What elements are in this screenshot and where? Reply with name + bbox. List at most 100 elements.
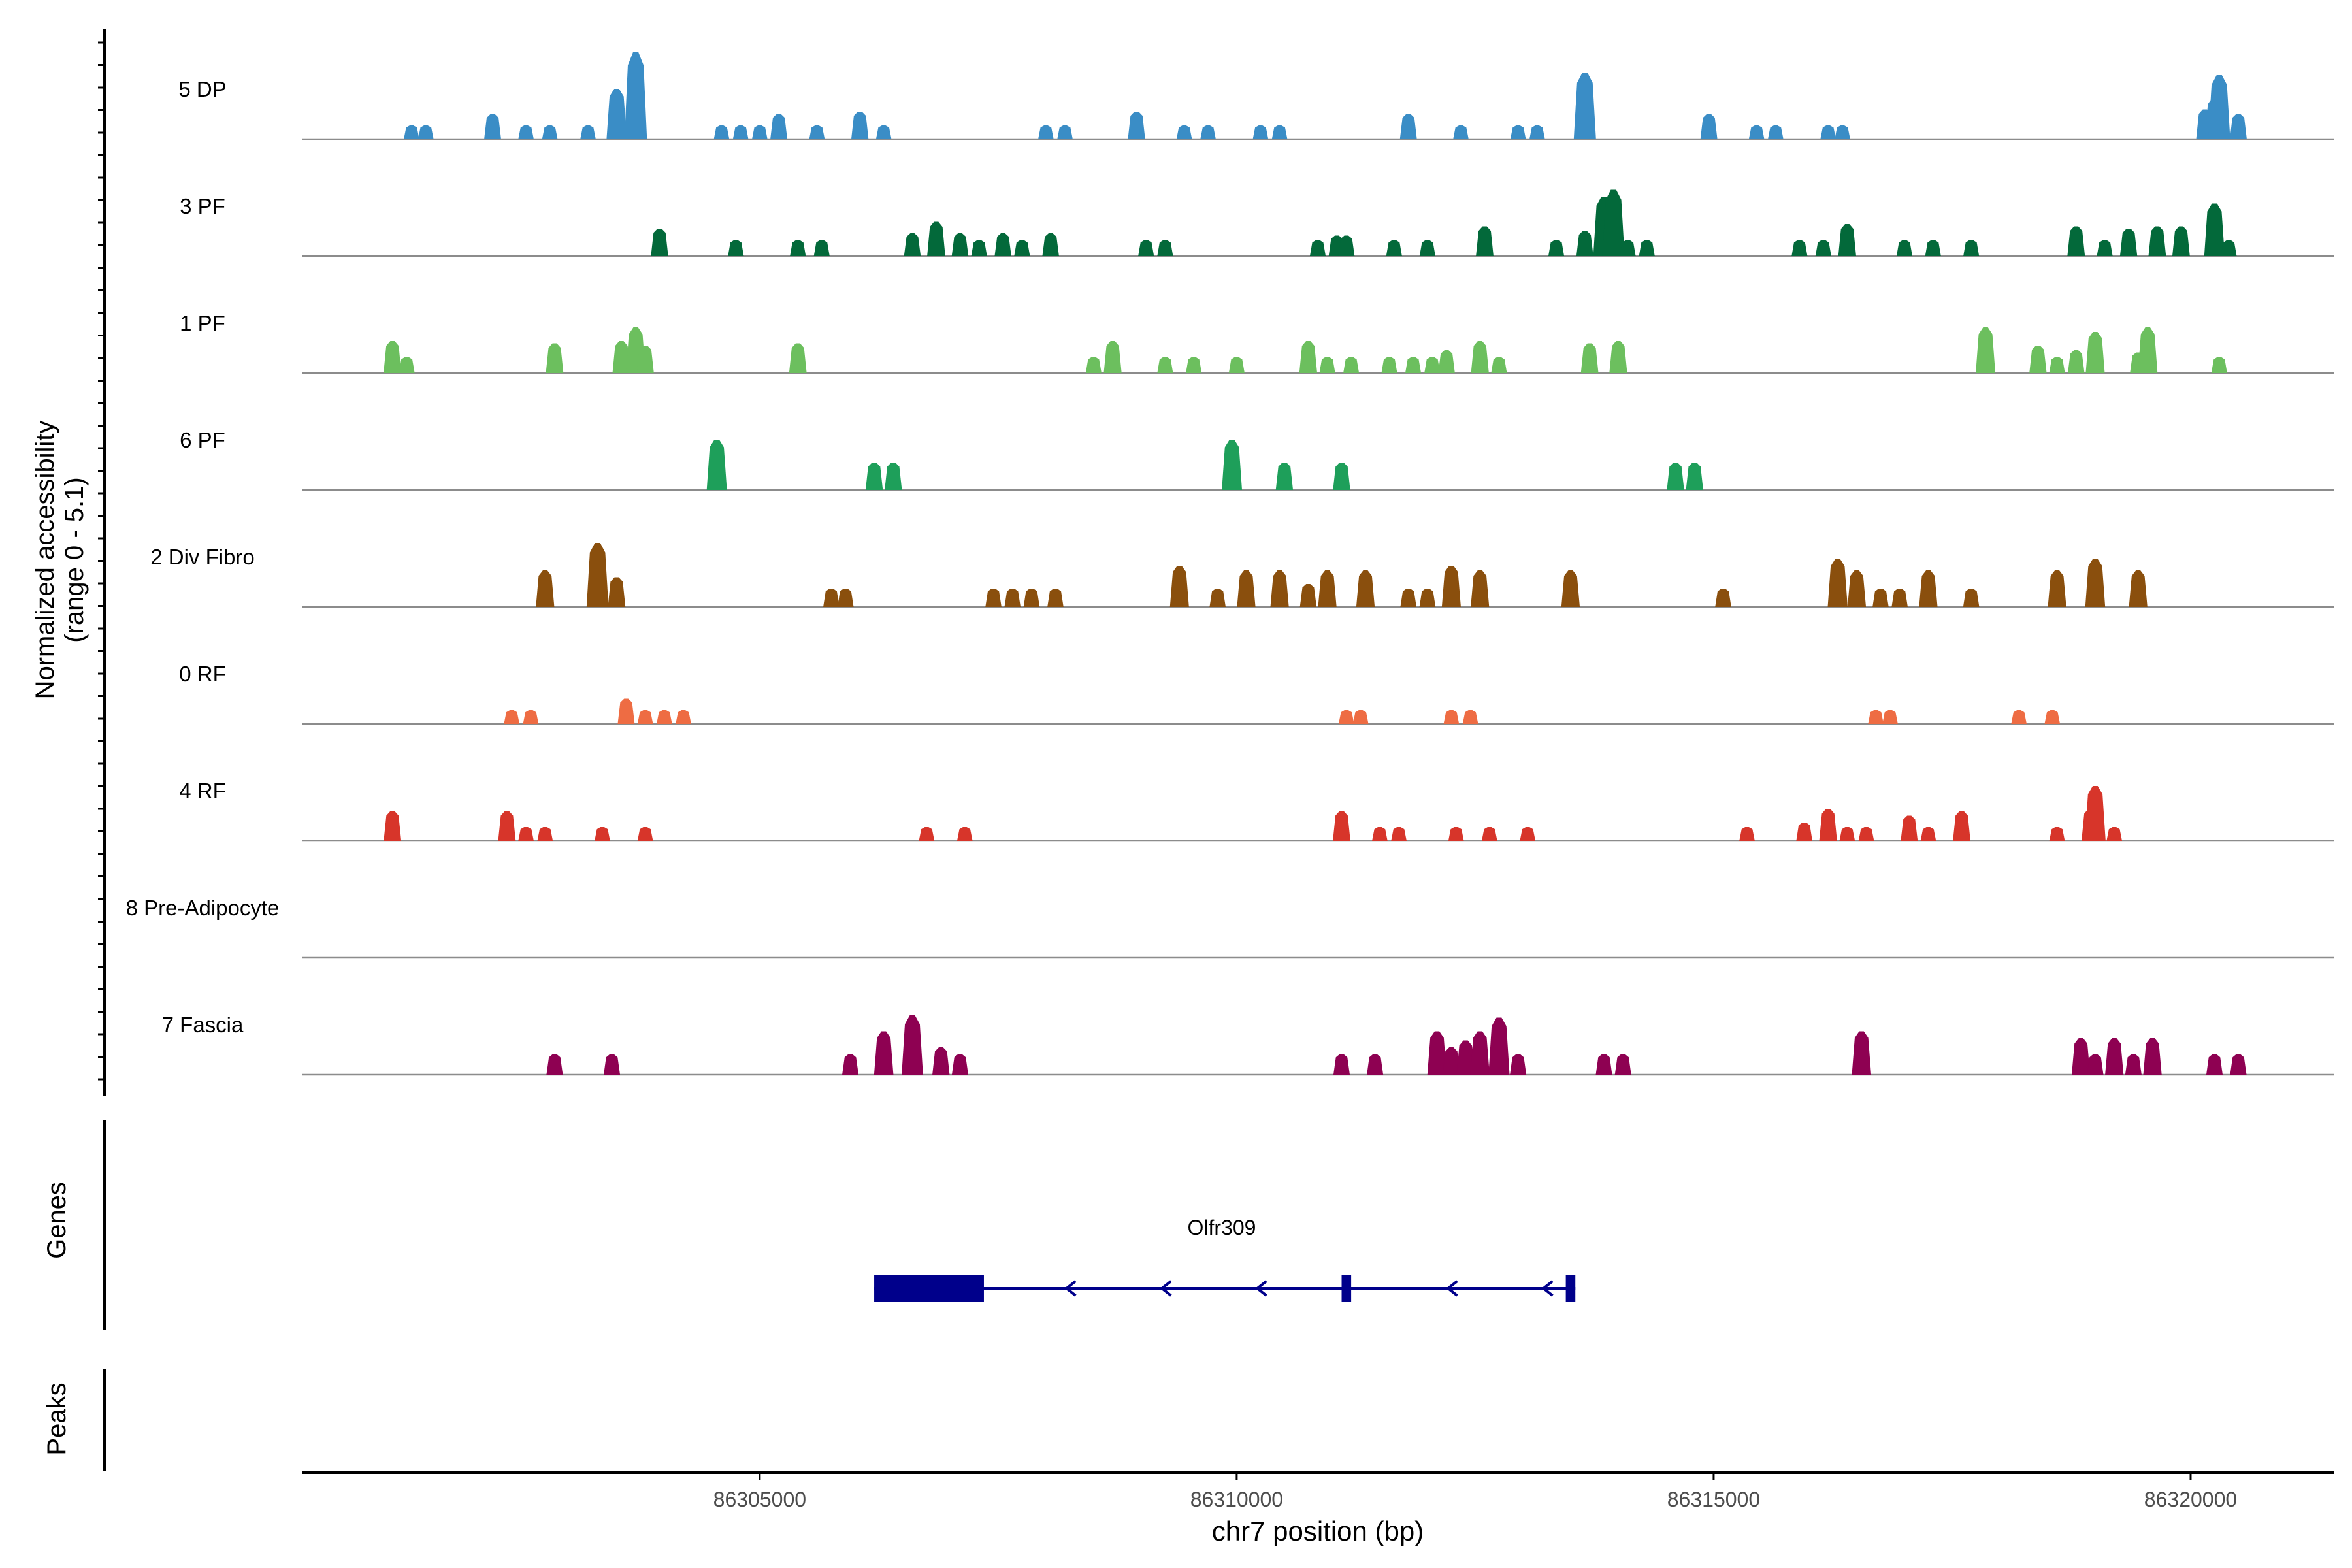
accessibility-peak [1847,570,1867,607]
accessibility-peak [874,1031,894,1075]
accessibility-peak [1299,584,1317,607]
accessibility-peak [1510,125,1526,139]
track-label: 3 PF [180,194,225,218]
accessibility-peak [484,114,501,139]
accessibility-peak [813,240,830,256]
accessibility-peak [1338,710,1354,724]
accessibility-peak [1520,827,1536,841]
accessibility-peak [1920,827,1936,841]
accessibility-peak [1868,710,1884,724]
accessibility-peak [732,125,749,139]
accessibility-peak [2068,350,2085,373]
accessibility-peak [2105,1038,2124,1075]
accessibility-peak [384,341,402,373]
accessibility-peak [1448,827,1464,841]
peaks-panel-label: Peaks [42,1382,71,1455]
accessibility-peak [1488,1017,1510,1075]
track-label: 4 RF [179,779,226,803]
accessibility-peak [1667,463,1684,490]
accessibility-peak [2129,570,2148,607]
accessibility-peak [546,1054,563,1075]
accessibility-peak [1852,1031,1872,1075]
accessibility-peak [651,229,668,256]
accessibility-peak [2106,827,2123,841]
accessibility-peak [1333,811,1350,841]
x-axis-label: chr7 position (bp) [1212,1516,1424,1546]
accessibility-peak [951,1054,968,1075]
accessibility-peak [971,240,987,256]
accessibility-peak [536,570,555,607]
accessibility-peak [1157,357,1173,373]
accessibility-peak [2119,229,2138,256]
accessibility-peak [1400,589,1417,607]
accessibility-peak [1014,240,1030,256]
accessibility-peak [904,233,921,256]
accessibility-peak [2085,332,2105,373]
gene-exon [874,1275,984,1302]
accessibility-peak [2211,357,2227,373]
accessibility-peak [1427,1031,1447,1075]
accessibility-peak [1739,827,1755,841]
strand-arrow [1064,1280,1077,1297]
accessibility-peak [1209,589,1226,607]
accessibility-peak [1595,1054,1612,1075]
accessibility-peak [2097,240,2113,256]
accessibility-peak [1858,827,1874,841]
accessibility-peak [404,125,419,139]
y-axis-label: Normalized accessibility [31,421,59,700]
accessibility-peak [751,125,768,139]
accessibility-peak [927,221,945,256]
accessibility-peak [1319,357,1335,373]
accessibility-peak [851,112,869,139]
accessibility-peak [1529,125,1545,139]
accessibility-peak [1186,357,1202,373]
accessibility-peak [1004,589,1021,607]
accessibility-peak [2067,226,2085,256]
accessibility-peak [1471,570,1490,607]
accessibility-peak [2204,203,2225,256]
accessibility-peak [1271,125,1288,139]
accessibility-peak [417,125,434,139]
accessibility-peak [728,240,744,256]
track-1-pf: 1 PF [180,311,2334,374]
accessibility-peak [1896,240,1913,256]
track-label: 0 RF [179,662,226,686]
accessibility-peak [1700,114,1718,139]
track-4-rf: 4 RF [179,779,2334,842]
accessibility-peak [1228,357,1245,373]
accessibility-peak [1128,112,1145,139]
accessibility-peak [604,1054,621,1075]
accessibility-peak [1456,1040,1475,1075]
accessibility-peak [1424,357,1441,373]
accessibility-peak [1138,240,1154,256]
accessibility-peak [837,589,854,607]
accessibility-peak [612,341,630,373]
accessibility-peak [2049,357,2065,373]
accessibility-peak [1580,343,1599,373]
accessibility-peak [1963,589,1980,607]
x-tick-label: 86315000 [1667,1488,1760,1511]
gene-exon [1565,1275,1576,1302]
accessibility-peak [1038,125,1054,139]
coverage-tracks: 5 DP 3 PF 1 PF 6 PF 2 Div Fibro 0 RF 4 RF 8 Pre… [126,52,2334,1076]
accessibility-peak [586,543,609,607]
accessibility-peak [518,827,534,841]
accessibility-peak [1023,589,1040,607]
accessibility-peak [606,89,627,139]
accessibility-peak [2125,1054,2142,1075]
accessibility-peak [1573,73,1596,139]
accessibility-peak [994,233,1011,256]
accessibility-peak [1047,589,1064,607]
accessibility-peak [1419,589,1436,607]
accessibility-peak [637,710,653,724]
accessibility-peak [1963,240,1980,256]
accessibility-peak [1085,357,1102,373]
accessibility-peak [498,811,516,841]
accessibility-peak [789,343,807,373]
accessibility-peak [1491,357,1507,373]
accessibility-peak [1275,463,1294,490]
accessibility-peak [1815,240,1831,256]
accessibility-peak [713,125,730,139]
track-0-rf: 0 RF [179,662,2334,725]
accessibility-peak [1176,125,1192,139]
